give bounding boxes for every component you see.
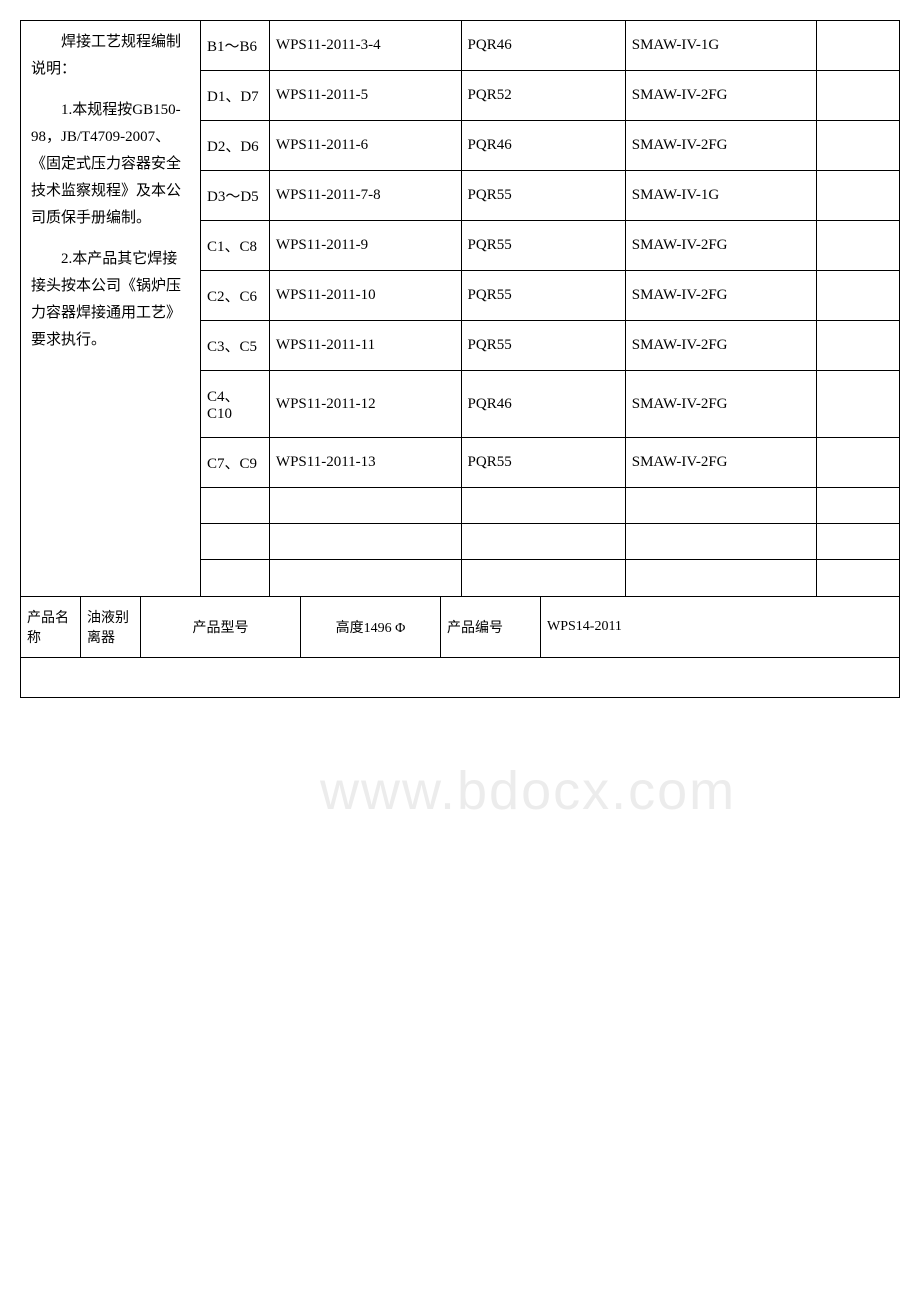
description-para-2: 2.本产品其它焊接接头按本公司《锅炉压力容器焊接通用工艺》要求执行。 [31,246,190,354]
cell-empty [817,524,899,560]
table-row-empty [201,560,899,596]
table-row: C3、C5WPS11-2011-11PQR55SMAW-IV-2FG [201,321,899,371]
cell-pqr: PQR55 [461,271,625,321]
cell-id: D2、D6 [201,121,269,171]
cell-empty [625,560,817,596]
cell-empty [817,171,899,221]
product-info-row: 产品名称 油液别离器 产品型号 高度1496 Φ 产品编号 WPS14-2011 [21,596,899,657]
cell-empty [461,488,625,524]
cell-pqr: PQR55 [461,221,625,271]
cell-id: C3、C5 [201,321,269,371]
table-row: C1、C8WPS11-2011-9PQR55SMAW-IV-2FG [201,221,899,271]
product-number-label: 产品编号 [441,597,541,657]
table-row: C7、C9WPS11-2011-13PQR55SMAW-IV-2FG [201,438,899,488]
cell-empty [817,21,899,71]
table-row: C4、C10WPS11-2011-12PQR46SMAW-IV-2FG [201,371,899,438]
cell-id: B1～B6 [201,21,269,71]
cell-pqr: PQR46 [461,371,625,438]
cell-pqr: PQR55 [461,171,625,221]
cell-empty [817,438,899,488]
cell-empty [201,488,269,524]
product-model-label: 产品型号 [141,597,301,657]
cell-empty [817,271,899,321]
description-title: 焊接工艺规程编制说明： [31,29,190,83]
cell-sma: SMAW-IV-2FG [625,271,817,321]
table-row: D3～D5WPS11-2011-7-8PQR55SMAW-IV-1G [201,171,899,221]
product-name-label: 产品名称 [21,597,81,657]
product-model-value: 高度1496 Φ [301,597,441,657]
cell-sma: SMAW-IV-1G [625,21,817,71]
cell-id: C7、C9 [201,438,269,488]
description-cell: 焊接工艺规程编制说明： 1.本规程按GB150-98，JB/T4709-2007… [21,21,201,596]
cell-wps: WPS11-2011-9 [269,221,461,271]
table-row: D1、D7WPS11-2011-5PQR52SMAW-IV-2FG [201,71,899,121]
cell-id: D3～D5 [201,171,269,221]
table-row: C2、C6WPS11-2011-10PQR55SMAW-IV-2FG [201,271,899,321]
cell-wps: WPS11-2011-11 [269,321,461,371]
product-number-value: WPS14-2011 [541,597,899,657]
cell-pqr: PQR46 [461,121,625,171]
main-row: 焊接工艺规程编制说明： 1.本规程按GB150-98，JB/T4709-2007… [21,21,899,596]
document-table: 焊接工艺规程编制说明： 1.本规程按GB150-98，JB/T4709-2007… [20,20,900,698]
cell-empty [269,560,461,596]
cell-sma: SMAW-IV-1G [625,171,817,221]
cell-sma: SMAW-IV-2FG [625,71,817,121]
watermark-text: www.bdocx.com [320,760,736,822]
footer-spacer [21,657,899,697]
cell-empty [201,560,269,596]
cell-id: C4、C10 [201,371,269,438]
cell-wps: WPS11-2011-3-4 [269,21,461,71]
cell-pqr: PQR46 [461,21,625,71]
cell-sma: SMAW-IV-2FG [625,321,817,371]
product-name-value: 油液别离器 [81,597,141,657]
cell-pqr: PQR55 [461,321,625,371]
cell-sma: SMAW-IV-2FG [625,371,817,438]
cell-empty [625,524,817,560]
data-table-wrapper: B1～B6WPS11-2011-3-4PQR46SMAW-IV-1GD1、D7W… [201,21,899,596]
table-row-empty [201,524,899,560]
cell-pqr: PQR52 [461,71,625,121]
cell-empty [817,221,899,271]
cell-empty [269,524,461,560]
cell-empty [269,488,461,524]
table-row: D2、D6WPS11-2011-6PQR46SMAW-IV-2FG [201,121,899,171]
cell-wps: WPS11-2011-13 [269,438,461,488]
cell-empty [817,321,899,371]
cell-empty [201,524,269,560]
page-container: www.bdocx.com 焊接工艺规程编制说明： 1.本规程按GB150-98… [20,20,900,698]
cell-id: C1、C8 [201,221,269,271]
description-para-1: 1.本规程按GB150-98，JB/T4709-2007、《固定式压力容器安全技… [31,97,190,232]
cell-id: C2、C6 [201,271,269,321]
cell-empty [625,488,817,524]
cell-wps: WPS11-2011-12 [269,371,461,438]
cell-empty [461,560,625,596]
cell-sma: SMAW-IV-2FG [625,121,817,171]
cell-empty [817,488,899,524]
cell-wps: WPS11-2011-7-8 [269,171,461,221]
cell-id: D1、D7 [201,71,269,121]
cell-wps: WPS11-2011-10 [269,271,461,321]
cell-wps: WPS11-2011-6 [269,121,461,171]
cell-empty [817,371,899,438]
cell-wps: WPS11-2011-5 [269,71,461,121]
table-row: B1～B6WPS11-2011-3-4PQR46SMAW-IV-1G [201,21,899,71]
cell-empty [461,524,625,560]
weld-procedure-table: B1～B6WPS11-2011-3-4PQR46SMAW-IV-1GD1、D7W… [201,21,899,596]
cell-empty [817,121,899,171]
cell-empty [817,71,899,121]
table-row-empty [201,488,899,524]
cell-empty [817,560,899,596]
cell-sma: SMAW-IV-2FG [625,221,817,271]
table-body: B1～B6WPS11-2011-3-4PQR46SMAW-IV-1GD1、D7W… [201,21,899,596]
cell-sma: SMAW-IV-2FG [625,438,817,488]
cell-pqr: PQR55 [461,438,625,488]
